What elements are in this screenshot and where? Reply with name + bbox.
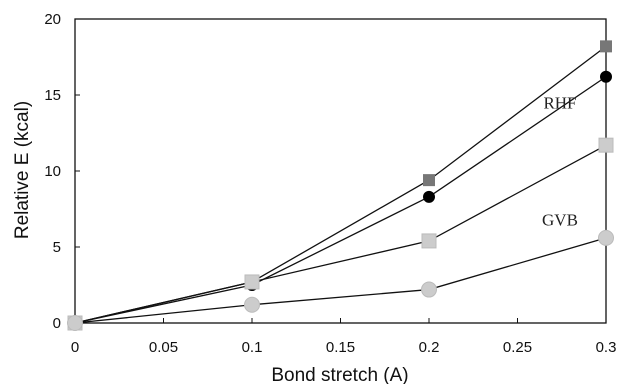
series-line (74, 144, 607, 324)
x-tick-label: 0.1 (242, 339, 263, 356)
series-3 (67, 137, 614, 331)
x-tick-label: 0.2 (419, 339, 440, 356)
plot-frame (74, 18, 607, 324)
series-layer (67, 40, 614, 331)
y-axis: 0 5 10 15 20 (44, 11, 80, 332)
y-axis-title: Relative E (kcal) (12, 101, 33, 239)
x-tick-label: 0.3 (596, 339, 617, 356)
data-point (600, 70, 612, 83)
data-point (244, 274, 260, 290)
data-point (423, 174, 435, 187)
series-1 (69, 40, 612, 329)
y-tick-label: 20 (44, 11, 61, 28)
annotation-rhf: RHF (543, 94, 576, 113)
data-point (421, 233, 437, 249)
x-tick-label: 0.25 (503, 339, 532, 356)
data-point (244, 296, 260, 313)
series-line (74, 237, 607, 324)
x-tick-label: 0 (71, 339, 79, 356)
data-point (600, 40, 612, 53)
series-2 (69, 70, 612, 329)
annotations: RHF GVB (542, 94, 578, 230)
x-axis: 0 0.05 0.1 0.15 0.2 0.25 0.3 (71, 318, 617, 356)
plot-border (74, 18, 607, 324)
series-4 (67, 229, 614, 331)
y-tick-label: 15 (44, 87, 61, 104)
series-line (74, 76, 607, 324)
data-point (598, 229, 614, 246)
x-axis-title: Bond stretch (A) (271, 365, 408, 384)
x-tick-label: 0.05 (149, 339, 178, 356)
y-tick-label: 0 (53, 315, 61, 332)
data-point (423, 190, 435, 203)
x-tick-label: 0.15 (326, 339, 355, 356)
series-line (74, 45, 607, 324)
y-tick-label: 10 (44, 163, 61, 180)
data-point (421, 281, 437, 298)
data-point (67, 315, 83, 331)
y-tick-label: 5 (53, 239, 61, 256)
data-point (598, 137, 614, 153)
annotation-gvb: GVB (542, 211, 578, 230)
